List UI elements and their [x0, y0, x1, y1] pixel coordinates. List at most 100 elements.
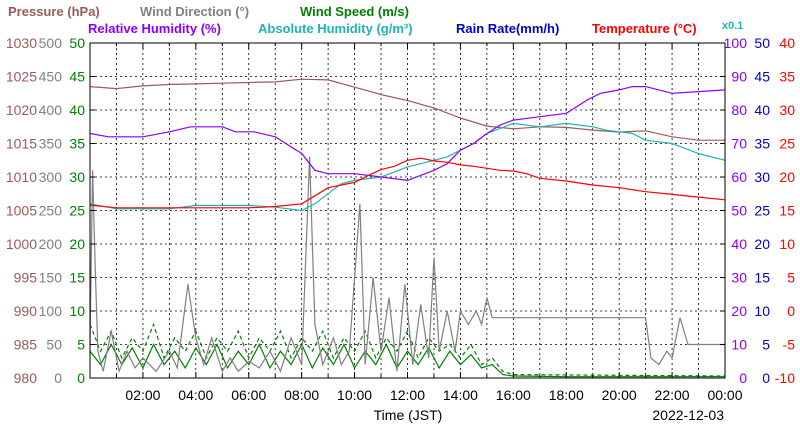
y-tick-label-wind-speed: 0 — [77, 370, 85, 386]
x-tick-label: 16:00 — [496, 387, 531, 403]
y-tick-label-rain: 30 — [754, 169, 770, 185]
y-tick-label-pressure: 1020 — [6, 102, 37, 118]
y-tick-label-humidity: 80 — [731, 102, 747, 118]
y-tick-label-pressure: 1000 — [6, 236, 37, 252]
y-tick-label-pressure: 995 — [14, 270, 38, 286]
y-tick-label-pressure: 1005 — [6, 203, 37, 219]
y-tick-label-humidity: 0 — [739, 370, 747, 386]
legend-wind-direction: Wind Direction (°) — [140, 4, 249, 19]
y-tick-label-wind-dir: 500 — [39, 35, 63, 51]
legend-wind-speed: Wind Speed (m/s) — [300, 4, 409, 19]
y-tick-label-wind-dir: 400 — [39, 102, 63, 118]
x-tick-label: 00:00 — [707, 387, 742, 403]
y-tick-label-wind-speed: 25 — [69, 203, 85, 219]
y-tick-label-temp: 35 — [779, 69, 795, 85]
y-tick-label-temp: 15 — [779, 203, 795, 219]
y-tick-label-temp: -10 — [775, 370, 795, 386]
x-tick-label: 02:00 — [125, 387, 160, 403]
y-tick-label-temp: 0 — [787, 303, 795, 319]
legend-line-1: Pressure (hPa) Wind Direction (°) Wind S… — [8, 4, 409, 19]
x-tick-label: 18:00 — [549, 387, 584, 403]
y-tick-label-wind-dir: 50 — [46, 337, 62, 353]
x-tick-label: 22:00 — [655, 387, 690, 403]
legend-pressure: Pressure (hPa) — [8, 4, 100, 19]
y-tick-label-humidity: 20 — [731, 303, 747, 319]
y-tick-label-wind-speed: 50 — [69, 35, 85, 51]
x-tick-label: 14:00 — [443, 387, 478, 403]
y-tick-label-temp: 10 — [779, 236, 795, 252]
abs-humidity-scale-note: x0.1 — [722, 20, 743, 32]
y-tick-label-wind-speed: 10 — [69, 303, 85, 319]
y-tick-label-temp: 5 — [787, 270, 795, 286]
axes-layer: 1030102510201015101010051000995990985980… — [6, 35, 795, 403]
y-tick-label-pressure: 1030 — [6, 35, 37, 51]
y-tick-label-wind-dir: 250 — [39, 203, 63, 219]
legend-temperature: Temperature (°C) — [592, 21, 697, 36]
y-tick-label-humidity: 30 — [731, 270, 747, 286]
y-tick-label-rain: 50 — [754, 35, 770, 51]
y-tick-label-temp: 30 — [779, 102, 795, 118]
y-tick-label-humidity: 50 — [731, 203, 747, 219]
y-tick-label-temp: 40 — [779, 35, 795, 51]
y-tick-label-pressure: 1025 — [6, 69, 37, 85]
y-tick-label-wind-dir: 450 — [39, 69, 63, 85]
y-tick-label-rain: 25 — [754, 203, 770, 219]
x-tick-label: 04:00 — [178, 387, 213, 403]
y-tick-label-wind-speed: 40 — [69, 102, 85, 118]
y-tick-label-wind-dir: 350 — [39, 136, 63, 152]
series-layer — [89, 78, 726, 378]
x-tick-label: 10:00 — [337, 387, 372, 403]
y-tick-label-rain: 40 — [754, 102, 770, 118]
series-wind-speed-line — [89, 343, 725, 378]
y-tick-label-temp: 25 — [779, 136, 795, 152]
x-tick-label: 08:00 — [284, 387, 319, 403]
y-tick-label-rain: 35 — [754, 136, 770, 152]
y-tick-label-rain: 20 — [754, 236, 770, 252]
series-humidity-line — [89, 86, 726, 182]
y-tick-label-humidity: 70 — [731, 136, 747, 152]
x-tick-label: 06:00 — [231, 387, 266, 403]
y-tick-label-wind-speed: 20 — [69, 236, 85, 252]
y-tick-label-rain: 10 — [754, 303, 770, 319]
y-tick-label-wind-speed: 35 — [69, 136, 85, 152]
y-tick-label-wind-dir: 0 — [54, 370, 62, 386]
y-tick-label-pressure: 985 — [14, 337, 38, 353]
legend-rain-rate: Rain Rate(mm/h) — [456, 21, 559, 36]
y-tick-label-humidity: 60 — [731, 169, 747, 185]
y-tick-label-rain: 15 — [754, 270, 770, 286]
y-tick-label-humidity: 40 — [731, 236, 747, 252]
legend-relative-humidity: Relative Humidity (%) — [88, 21, 221, 36]
y-tick-label-temp: 20 — [779, 169, 795, 185]
y-tick-label-pressure: 1015 — [6, 136, 37, 152]
legend-absolute-humidity: Absolute Humidity (g/m³) — [258, 21, 413, 36]
y-tick-label-rain: 0 — [762, 370, 770, 386]
x-tick-label: 20:00 — [602, 387, 637, 403]
series-wind-gust-line — [89, 322, 726, 377]
y-tick-label-wind-dir: 100 — [39, 303, 63, 319]
chart-date: 2022-12-03 — [652, 407, 724, 423]
y-tick-label-wind-speed: 15 — [69, 270, 85, 286]
y-tick-label-pressure: 980 — [14, 370, 38, 386]
y-tick-label-wind-dir: 150 — [39, 270, 63, 286]
y-tick-label-rain: 45 — [754, 69, 770, 85]
grid — [90, 43, 725, 378]
y-tick-label-temp: -5 — [783, 337, 796, 353]
y-tick-label-humidity: 100 — [724, 35, 748, 51]
y-tick-label-humidity: 90 — [731, 69, 747, 85]
series-abs-humidity-line — [89, 122, 726, 212]
y-tick-label-rain: 5 — [762, 337, 770, 353]
series-temp-line — [89, 157, 726, 209]
legend-line-2: Relative Humidity (%) Absolute Humidity … — [88, 20, 743, 36]
y-tick-label-wind-dir: 200 — [39, 236, 63, 252]
y-tick-label-wind-dir: 300 — [39, 169, 63, 185]
x-tick-label: 12:00 — [390, 387, 425, 403]
x-axis-label: Time (JST) — [374, 407, 443, 423]
y-tick-label-wind-speed: 30 — [69, 169, 85, 185]
y-tick-label-wind-speed: 5 — [77, 337, 85, 353]
y-tick-label-wind-speed: 45 — [69, 69, 85, 85]
y-tick-label-humidity: 10 — [731, 337, 747, 353]
series-wind-dir-line — [89, 156, 725, 374]
y-tick-label-pressure: 990 — [14, 303, 38, 319]
y-tick-label-pressure: 1010 — [6, 169, 37, 185]
